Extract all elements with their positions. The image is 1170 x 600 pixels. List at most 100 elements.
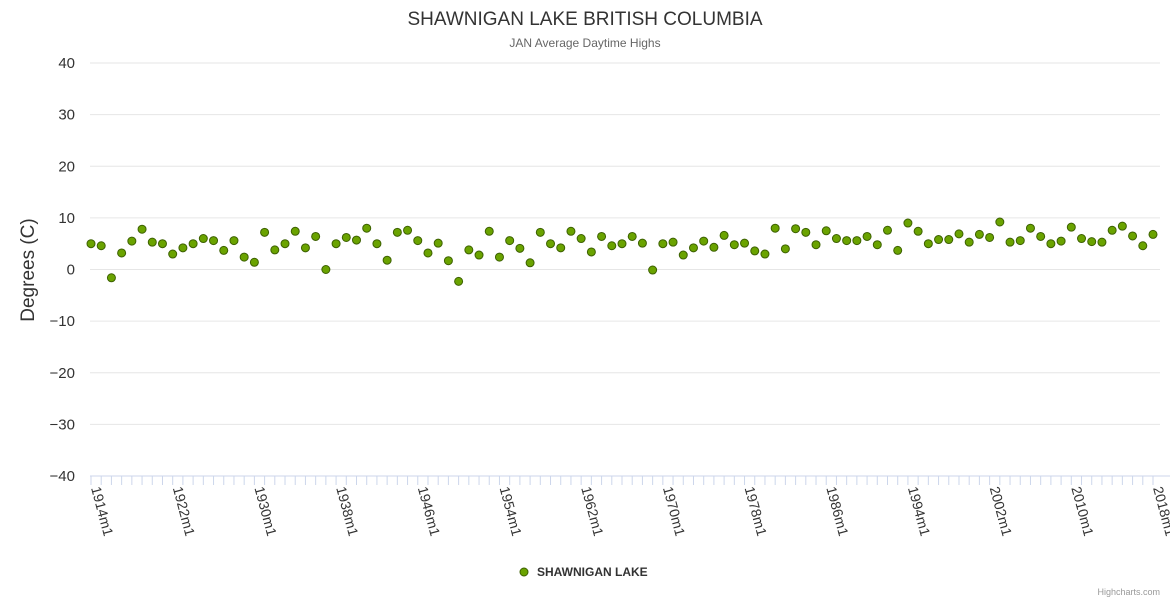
data-point[interactable] xyxy=(597,231,607,241)
data-point[interactable] xyxy=(1077,234,1087,244)
data-point[interactable] xyxy=(219,245,229,255)
data-point[interactable] xyxy=(1025,223,1035,233)
data-point[interactable] xyxy=(913,226,923,236)
data-point[interactable] xyxy=(382,255,392,265)
data-point[interactable] xyxy=(821,226,831,236)
data-point[interactable] xyxy=(413,236,423,246)
data-point[interactable] xyxy=(494,252,504,262)
data-point[interactable] xyxy=(842,236,852,246)
data-point[interactable] xyxy=(127,236,137,246)
data-point[interactable] xyxy=(117,248,127,258)
data-point[interactable] xyxy=(658,239,668,249)
legend[interactable]: SHAWNIGAN LAKE xyxy=(519,565,648,579)
data-point[interactable] xyxy=(86,239,96,249)
data-point[interactable] xyxy=(954,229,964,239)
data-point[interactable] xyxy=(300,243,310,253)
data-point[interactable] xyxy=(1087,237,1097,247)
data-point[interactable] xyxy=(188,239,198,249)
data-point[interactable] xyxy=(443,256,453,266)
data-point[interactable] xyxy=(1066,222,1076,232)
data-point[interactable] xyxy=(637,238,647,248)
data-point[interactable] xyxy=(239,252,249,262)
data-point[interactable] xyxy=(893,245,903,255)
data-point[interactable] xyxy=(157,239,167,249)
data-point[interactable] xyxy=(974,229,984,239)
data-point[interactable] xyxy=(290,226,300,236)
data-point[interactable] xyxy=(607,241,617,251)
data-point[interactable] xyxy=(96,241,106,251)
data-point[interactable] xyxy=(280,239,290,249)
data-point[interactable] xyxy=(1097,237,1107,247)
data-point[interactable] xyxy=(1138,241,1148,251)
data-point[interactable] xyxy=(270,245,280,255)
data-point[interactable] xyxy=(198,234,208,244)
data-point[interactable] xyxy=(709,242,719,252)
data-point[interactable] xyxy=(433,238,443,248)
data-point[interactable] xyxy=(372,239,382,249)
data-point[interactable] xyxy=(750,246,760,256)
data-point[interactable] xyxy=(352,235,361,245)
data-point[interactable] xyxy=(311,231,321,241)
data-point[interactable] xyxy=(403,225,413,235)
data-point[interactable] xyxy=(852,236,862,246)
data-point[interactable] xyxy=(811,240,821,250)
data-point[interactable] xyxy=(423,248,433,258)
data-point[interactable] xyxy=(740,238,750,248)
data-point[interactable] xyxy=(1148,229,1158,239)
data-point[interactable] xyxy=(576,234,586,244)
data-point[interactable] xyxy=(168,249,178,259)
data-point[interactable] xyxy=(678,250,688,260)
data-point[interactable] xyxy=(699,236,709,246)
data-point[interactable] xyxy=(770,223,780,233)
data-point[interactable] xyxy=(229,236,239,246)
data-point[interactable] xyxy=(1015,236,1025,246)
data-point[interactable] xyxy=(1046,239,1056,249)
legend-item-label[interactable]: SHAWNIGAN LAKE xyxy=(537,565,648,579)
data-point[interactable] xyxy=(535,227,545,237)
data-point[interactable] xyxy=(668,237,678,247)
data-point[interactable] xyxy=(760,249,770,259)
data-point[interactable] xyxy=(321,265,331,274)
data-point[interactable] xyxy=(515,243,525,253)
data-point[interactable] xyxy=(260,227,270,237)
data-point[interactable] xyxy=(964,237,974,247)
data-point[interactable] xyxy=(137,224,147,234)
data-point[interactable] xyxy=(934,235,944,245)
data-point[interactable] xyxy=(872,240,882,250)
data-point[interactable] xyxy=(688,243,698,253)
data-point[interactable] xyxy=(1005,237,1015,247)
data-point[interactable] xyxy=(985,232,995,242)
data-point[interactable] xyxy=(484,226,494,236)
data-point[interactable] xyxy=(1056,236,1066,246)
data-point[interactable] xyxy=(566,226,576,236)
data-point[interactable] xyxy=(617,239,627,249)
data-point[interactable] xyxy=(556,243,566,253)
data-point[interactable] xyxy=(1036,231,1046,241)
data-point[interactable] xyxy=(454,276,464,286)
data-point[interactable] xyxy=(525,258,535,268)
data-point[interactable] xyxy=(862,231,872,241)
data-point[interactable] xyxy=(1128,231,1138,241)
data-point[interactable] xyxy=(341,232,351,242)
data-point[interactable] xyxy=(791,224,801,234)
data-point[interactable] xyxy=(831,234,841,244)
data-point[interactable] xyxy=(627,231,637,241)
data-point[interactable] xyxy=(392,227,402,237)
data-point[interactable] xyxy=(505,236,515,246)
data-point[interactable] xyxy=(362,223,372,233)
data-point[interactable] xyxy=(1117,221,1127,231)
data-point[interactable] xyxy=(1107,225,1117,235)
data-point[interactable] xyxy=(780,244,790,254)
data-point[interactable] xyxy=(147,237,157,247)
data-point[interactable] xyxy=(178,243,188,253)
data-point[interactable] xyxy=(923,239,933,249)
data-point[interactable] xyxy=(903,218,913,228)
data-point[interactable] xyxy=(586,247,596,257)
data-point[interactable] xyxy=(464,245,474,255)
credits-link[interactable]: Highcharts.com xyxy=(1097,587,1160,597)
data-point[interactable] xyxy=(729,240,739,250)
data-point[interactable] xyxy=(995,217,1005,227)
data-point[interactable] xyxy=(209,236,219,246)
data-point[interactable] xyxy=(249,257,259,267)
data-point[interactable] xyxy=(546,239,556,249)
